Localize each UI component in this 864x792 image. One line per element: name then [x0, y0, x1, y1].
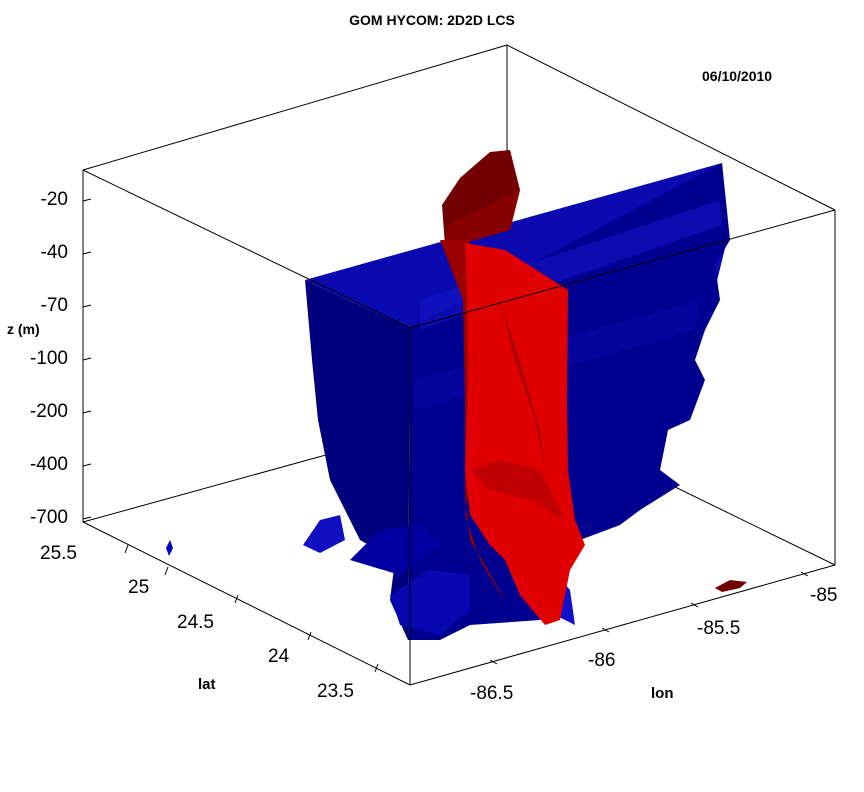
lat-axis-label: lat [198, 676, 216, 693]
box-edge [82, 44, 508, 171]
lon-tick-label: -85 [810, 585, 838, 606]
z-tick-mark [82, 357, 92, 361]
z-tick-mark [82, 410, 92, 414]
lon-tick-label: -85.5 [697, 618, 741, 639]
box-edge [82, 521, 411, 686]
box-edge [82, 169, 411, 329]
lon-tick-mark [800, 571, 809, 577]
z-tick-mark [82, 463, 92, 467]
lon-tick-mark [690, 602, 699, 608]
z-tick-label: -20 [40, 189, 68, 210]
red-sheet-main [465, 243, 585, 625]
red-fold-1 [500, 300, 545, 470]
lat-tick-label: 24 [268, 646, 290, 667]
z-tick-label: -400 [29, 454, 68, 475]
z-tick-label: -700 [29, 507, 68, 528]
z-axis-label: z (m) [7, 321, 40, 337]
lon-tick-mark [489, 659, 498, 665]
lat-tick-label: 24.5 [177, 612, 214, 633]
chart-title: GOM HYCOM: 2D2D LCS [349, 12, 515, 28]
axes-box-front [82, 169, 836, 686]
lon-tick-label: -86.5 [470, 683, 514, 704]
z-tick-label: -100 [29, 348, 68, 369]
lon-axis-label: lon [651, 685, 674, 702]
lon-tick-mark [601, 627, 610, 633]
red-fold-2 [470, 460, 565, 520]
red-top-face [445, 190, 520, 245]
blue-blob-2 [350, 525, 440, 575]
blue-blob-1 [303, 515, 345, 553]
z-tick-label: -40 [40, 242, 68, 263]
date-annotation: 06/10/2010 [702, 68, 773, 84]
red-isosurface [440, 150, 747, 625]
lat-tick-mark [124, 544, 129, 554]
z-tick-mark [82, 198, 92, 202]
z-tick-mark [82, 251, 92, 255]
blue-speck [166, 540, 173, 556]
z-tick-label: -200 [29, 401, 68, 422]
z-tick-mark [82, 304, 92, 308]
z-tick-mark [82, 516, 92, 520]
blue-sheet-front [305, 280, 410, 640]
lat-tick-label: 25.5 [40, 543, 77, 564]
box-edge [409, 564, 836, 686]
lat-tick-label: 25 [128, 577, 150, 598]
z-tick-label: -70 [40, 295, 68, 316]
lat-tick-mark [164, 566, 169, 576]
box-edge [409, 209, 836, 329]
box-edge [506, 44, 836, 211]
red-speck [715, 580, 747, 592]
lat-tick-mark [307, 631, 312, 641]
lon-tick-label: -86 [588, 650, 616, 671]
lat-tick-mark [234, 594, 239, 604]
lat-tick-mark [374, 663, 379, 673]
lat-tick-label: 23.5 [317, 681, 354, 702]
tick-marks [82, 198, 809, 673]
